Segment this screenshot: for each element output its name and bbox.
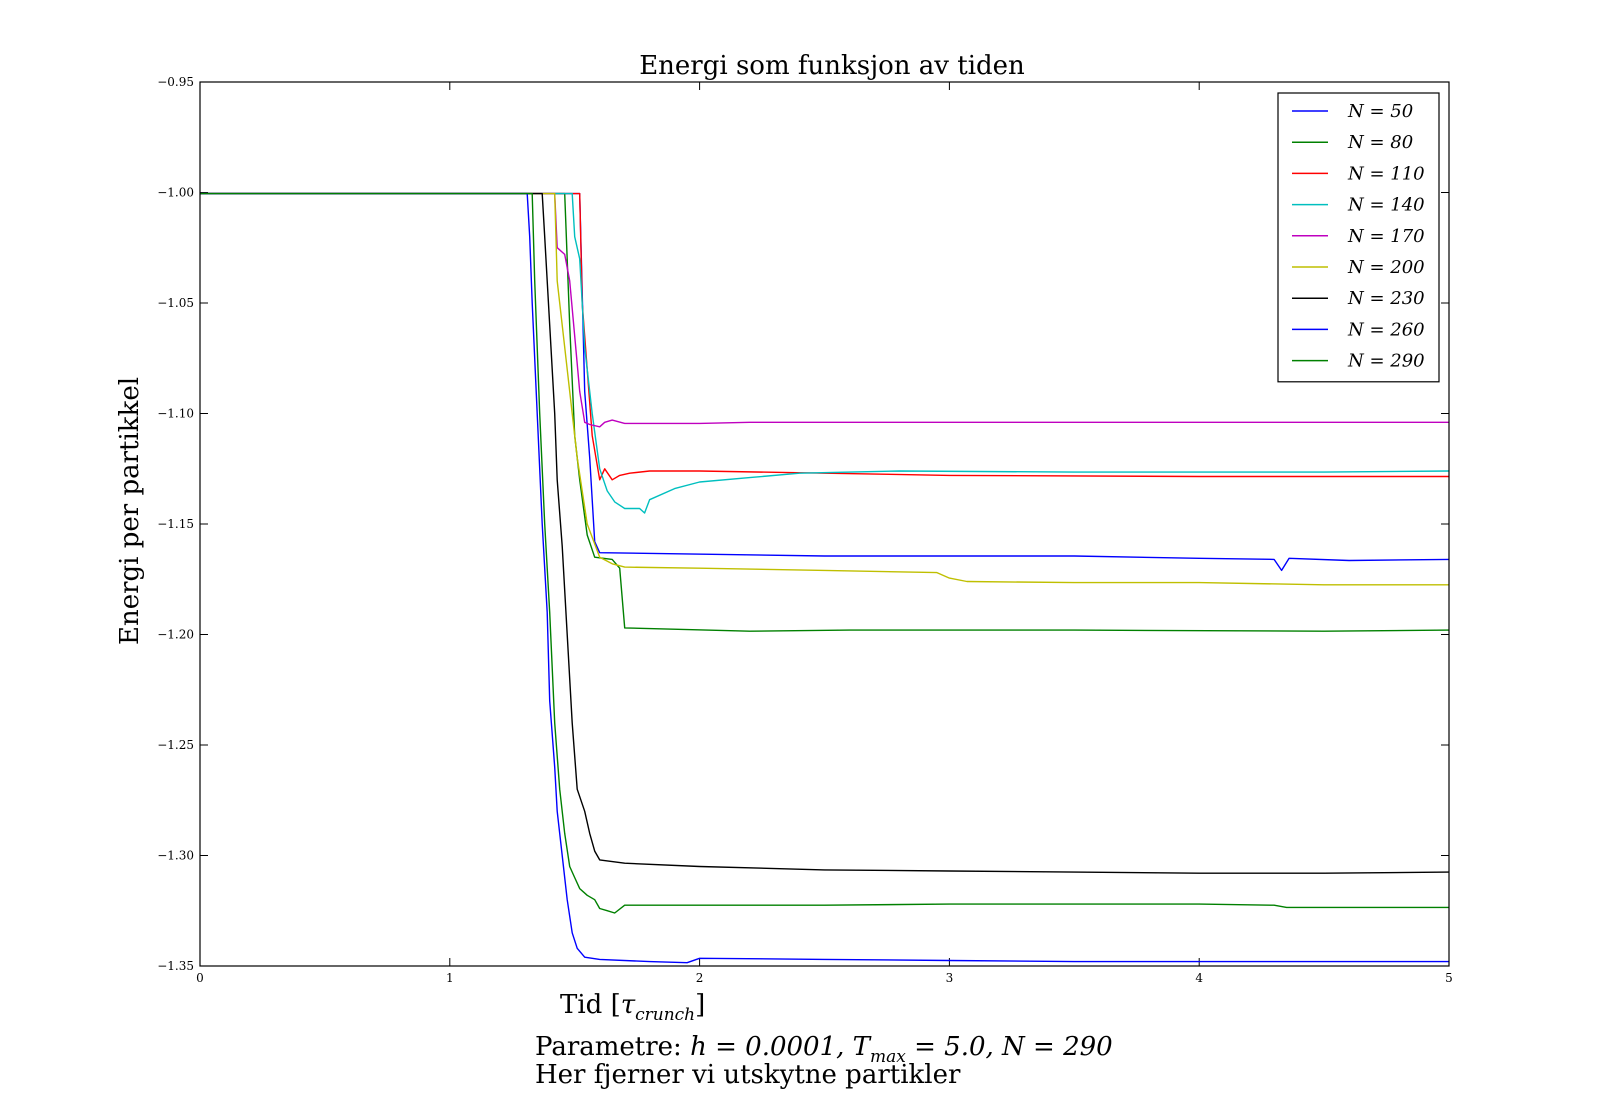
x-tick-label: 3 (946, 971, 954, 985)
chart-title: Energi som funksjon av tiden (639, 51, 1025, 81)
caption-line-1: Parametre: h = 0.0001, Tmax = 5.0, N = 2… (535, 1032, 1113, 1067)
legend-entry: N = 170 (1347, 226, 1425, 247)
x-axis-label-close: ] (695, 990, 705, 1020)
legend-entry: N = 260 (1347, 319, 1425, 340)
y-tick-label: −0.95 (157, 75, 194, 89)
series-line-1 (200, 192, 1450, 572)
x-axis-label-sub: crunch (635, 1005, 695, 1025)
series-line-8 (200, 192, 1449, 964)
y-tick-label: −1.30 (157, 849, 194, 863)
legend-entry: N = 50 (1347, 101, 1413, 122)
y-tick-label: −1.25 (157, 738, 194, 752)
y-tick-label: −1.05 (157, 296, 194, 310)
series-line-3 (200, 192, 1449, 481)
series-line-4 (200, 192, 1450, 514)
caption: Parametre: h = 0.0001, Tmax = 5.0, N = 2… (535, 1032, 1113, 1090)
caption-params-sub: max (870, 1047, 906, 1067)
series-line-5 (200, 192, 1449, 428)
series-line-7 (200, 192, 1450, 874)
y-tick-label: −1.00 (157, 186, 194, 200)
x-tick-label: 0 (196, 971, 204, 985)
x-tick-label: 2 (696, 971, 704, 985)
legend-entry: N = 140 (1347, 195, 1425, 216)
y-tick-label: −1.35 (157, 959, 194, 973)
legend: N = 50 N = 80 N = 110 N = 140 N = 170 N = 200… (1277, 92, 1440, 383)
legend-box (1277, 92, 1440, 383)
x-axis-label-tau: τ (621, 990, 636, 1020)
legend-entry: N = 290 (1347, 351, 1425, 372)
y-tick-label: −1.20 (157, 628, 194, 642)
y-axis-label: Energi per partikkel (115, 377, 145, 645)
series-lines (200, 192, 1450, 964)
y-tick-label: −1.15 (157, 517, 194, 531)
plot-frame (199, 81, 1450, 967)
y-tick-label: −1.10 (157, 407, 194, 421)
legend-entry: N = 230 (1347, 288, 1425, 309)
caption-line-2: Her fjerner vi utskytne partikler (535, 1060, 961, 1090)
caption-params: h = 0.0001, T (690, 1032, 872, 1062)
series-line-9 (200, 192, 1449, 914)
axis-ticks: 0 1 2 3 4 5 −1.35 −1.30 −1.25 −1.20 −1.15 −1.10 −1.0… (157, 75, 1453, 985)
series-line-2 (200, 192, 1450, 632)
legend-entry: N = 80 (1347, 132, 1413, 153)
series-line-6 (200, 192, 1449, 586)
x-axis-label: Tid [τcrunch] (560, 990, 705, 1025)
x-axis-label-main: Tid [ (560, 990, 621, 1020)
caption-prefix: Parametre: (535, 1032, 690, 1062)
caption-params-rest: = 5.0, N = 290 (906, 1032, 1113, 1062)
x-axis-label-text: Tid [τcrunch] (560, 990, 705, 1025)
y-axis-label-text: Energi per partikkel (115, 377, 145, 645)
x-tick-label: 1 (446, 971, 454, 985)
x-tick-label: 5 (1445, 971, 1453, 985)
x-tick-label: 4 (1195, 971, 1203, 985)
legend-entry: N = 200 (1347, 257, 1425, 278)
legend-entry: N = 110 (1347, 163, 1425, 184)
